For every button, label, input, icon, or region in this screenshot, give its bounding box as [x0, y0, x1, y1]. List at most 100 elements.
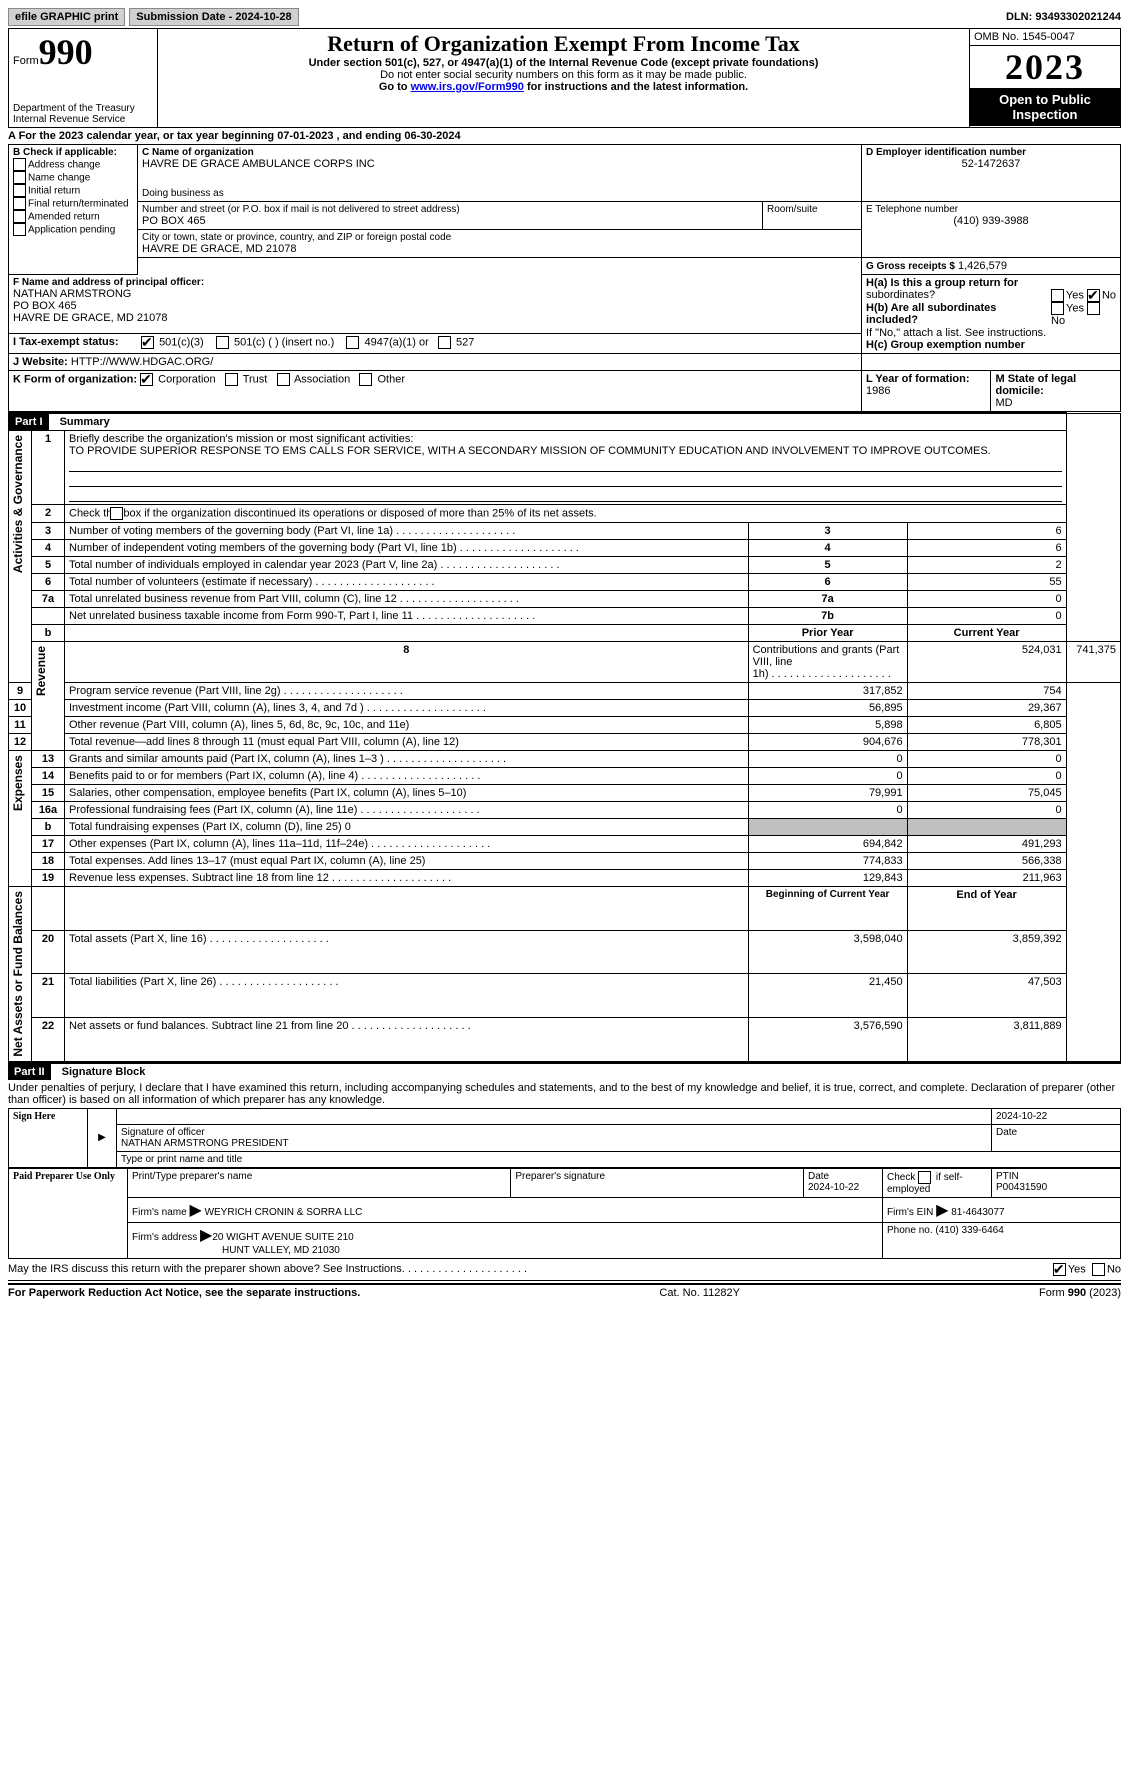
line-13-current: 0 [907, 751, 1066, 768]
irs-link[interactable]: www.irs.gov/Form990 [411, 81, 524, 93]
line-7b-val: 0 [907, 608, 1066, 625]
name-change-checkbox[interactable] [13, 171, 26, 184]
section-d-label: D Employer identification number [866, 147, 1116, 158]
arrow-icon: ▶ [88, 1108, 117, 1167]
hb-no-checkbox[interactable] [1087, 302, 1100, 315]
efile-button[interactable]: efile GRAPHIC print [8, 8, 125, 26]
line-7a-text: Total unrelated business revenue from Pa… [69, 593, 519, 605]
line-21-boy: 21,450 [748, 974, 907, 1018]
address-change-label: Address change [28, 159, 100, 170]
paid-preparer-block: Paid Preparer Use Only Print/Type prepar… [8, 1168, 1121, 1259]
hb-yes-checkbox[interactable] [1051, 302, 1064, 315]
address-change-checkbox[interactable] [13, 158, 26, 171]
line-4-text: Number of independent voting members of … [69, 542, 579, 554]
line-20-boy: 3,598,040 [748, 930, 907, 974]
part-i-title: Summary [52, 416, 110, 428]
ha-yes-checkbox[interactable] [1051, 289, 1064, 302]
line-21-text: Total liabilities (Part X, line 26) [69, 976, 339, 988]
line-15-prior: 79,991 [748, 785, 907, 802]
501c3-checkbox[interactable] [141, 336, 154, 349]
city-value: HAVRE DE GRACE, MD 21078 [142, 243, 857, 255]
line-13-prior: 0 [748, 751, 907, 768]
self-employed-checkbox[interactable] [918, 1171, 931, 1184]
line-num: 4 [32, 540, 65, 557]
line-8-prior: 524,031 [907, 642, 1066, 683]
line-15-current: 75,045 [907, 785, 1066, 802]
section-b-label: B Check if applicable: [13, 147, 133, 158]
527-checkbox[interactable] [438, 336, 451, 349]
line-16a-text: Professional fundraising fees (Part IX, … [69, 804, 480, 816]
501c-checkbox[interactable] [216, 336, 229, 349]
line-num: 12 [9, 734, 32, 751]
discuss-no-checkbox[interactable] [1092, 1263, 1105, 1276]
firm-ein: 81-4643077 [951, 1207, 1004, 1218]
trust-label: Trust [243, 373, 268, 385]
line-num: 22 [32, 1017, 65, 1061]
association-checkbox[interactable] [277, 373, 290, 386]
trust-checkbox[interactable] [225, 373, 238, 386]
final-return-label: Final return/terminated [28, 198, 129, 209]
line-num: 10 [9, 700, 32, 717]
hb-no-label: No [1051, 315, 1065, 327]
line-num: 11 [9, 717, 32, 734]
other-checkbox[interactable] [359, 373, 372, 386]
line-10-current: 29,367 [907, 700, 1066, 717]
line-num: 2 [32, 505, 65, 523]
line-17-text: Other expenses (Part IX, column (A), lin… [69, 838, 490, 850]
line-11-current: 6,805 [907, 717, 1066, 734]
boy-hdr: Beginning of Current Year [748, 887, 907, 931]
line-12-text: Total revenue—add lines 8 through 11 (mu… [69, 736, 459, 748]
4947-checkbox[interactable] [346, 336, 359, 349]
line-num: b [32, 625, 65, 642]
line-5-text: Total number of individuals employed in … [69, 559, 560, 571]
line-num: 20 [32, 930, 65, 974]
line-10-text: Investment income (Part VIII, column (A)… [69, 702, 486, 714]
line-16a-current: 0 [907, 802, 1066, 819]
line-2-checkbox[interactable] [110, 507, 123, 520]
initial-return-checkbox[interactable] [13, 184, 26, 197]
application-pending-label: Application pending [28, 224, 115, 235]
firm-addr2: HUNT VALLEY, MD 21030 [132, 1245, 340, 1256]
line-9-prior: 317,852 [748, 683, 907, 700]
ha-yes-label: Yes [1066, 289, 1084, 301]
ssn-warning: Do not enter social security numbers on … [162, 69, 965, 81]
part-ii-title: Signature Block [54, 1066, 146, 1078]
part-ii-header: Part II [8, 1064, 51, 1080]
line-num: 6 [32, 574, 65, 591]
line-14-prior: 0 [748, 768, 907, 785]
hb-note: If "No," attach a list. See instructions… [866, 327, 1116, 339]
line-22-text: Net assets or fund balances. Subtract li… [69, 1020, 471, 1032]
preparer-sig-label: Preparer's signature [511, 1168, 804, 1197]
final-return-checkbox[interactable] [13, 197, 26, 210]
self-employed-check-label: Check [887, 1172, 915, 1183]
line-num: 17 [32, 836, 65, 853]
corporation-checkbox[interactable] [140, 373, 153, 386]
amended-return-checkbox[interactable] [13, 210, 26, 223]
line-14-text: Benefits paid to or for members (Part IX… [69, 770, 480, 782]
other-label: Other [377, 373, 405, 385]
line-8-text: Contributions and grants (Part VIII, lin… [753, 644, 900, 680]
signature-block: Sign Here ▶ 2024-10-22 Signature of offi… [8, 1108, 1121, 1168]
room-label: Room/suite [767, 204, 857, 215]
line-num: 1 [32, 431, 65, 505]
association-label: Association [294, 373, 350, 385]
501c3-label: 501(c)(3) [159, 336, 204, 348]
line-19-prior: 129,843 [748, 870, 907, 887]
line-4-ref: 4 [748, 540, 907, 557]
form-label: Form [13, 55, 39, 67]
ha-no-checkbox[interactable] [1087, 289, 1100, 302]
line-a: A For the 2023 calendar year, or tax yea… [8, 128, 1121, 144]
part-i-header: Part I [9, 414, 49, 430]
form-number: 990 [39, 32, 93, 72]
perjury-text: Under penalties of perjury, I declare th… [8, 1080, 1121, 1108]
line-15-text: Salaries, other compensation, employee b… [69, 787, 466, 799]
footer-center: Cat. No. 11282Y [659, 1287, 740, 1299]
application-pending-checkbox[interactable] [13, 223, 26, 236]
public-inspection: Open to Public Inspection [970, 88, 1120, 126]
discuss-yes-checkbox[interactable] [1053, 1263, 1066, 1276]
line-num: 8 [65, 642, 749, 683]
line-11-prior: 5,898 [748, 717, 907, 734]
current-year-hdr: Current Year [907, 625, 1066, 642]
ptin-label: PTIN [996, 1171, 1019, 1182]
submission-date-button[interactable]: Submission Date - 2024-10-28 [129, 8, 298, 26]
